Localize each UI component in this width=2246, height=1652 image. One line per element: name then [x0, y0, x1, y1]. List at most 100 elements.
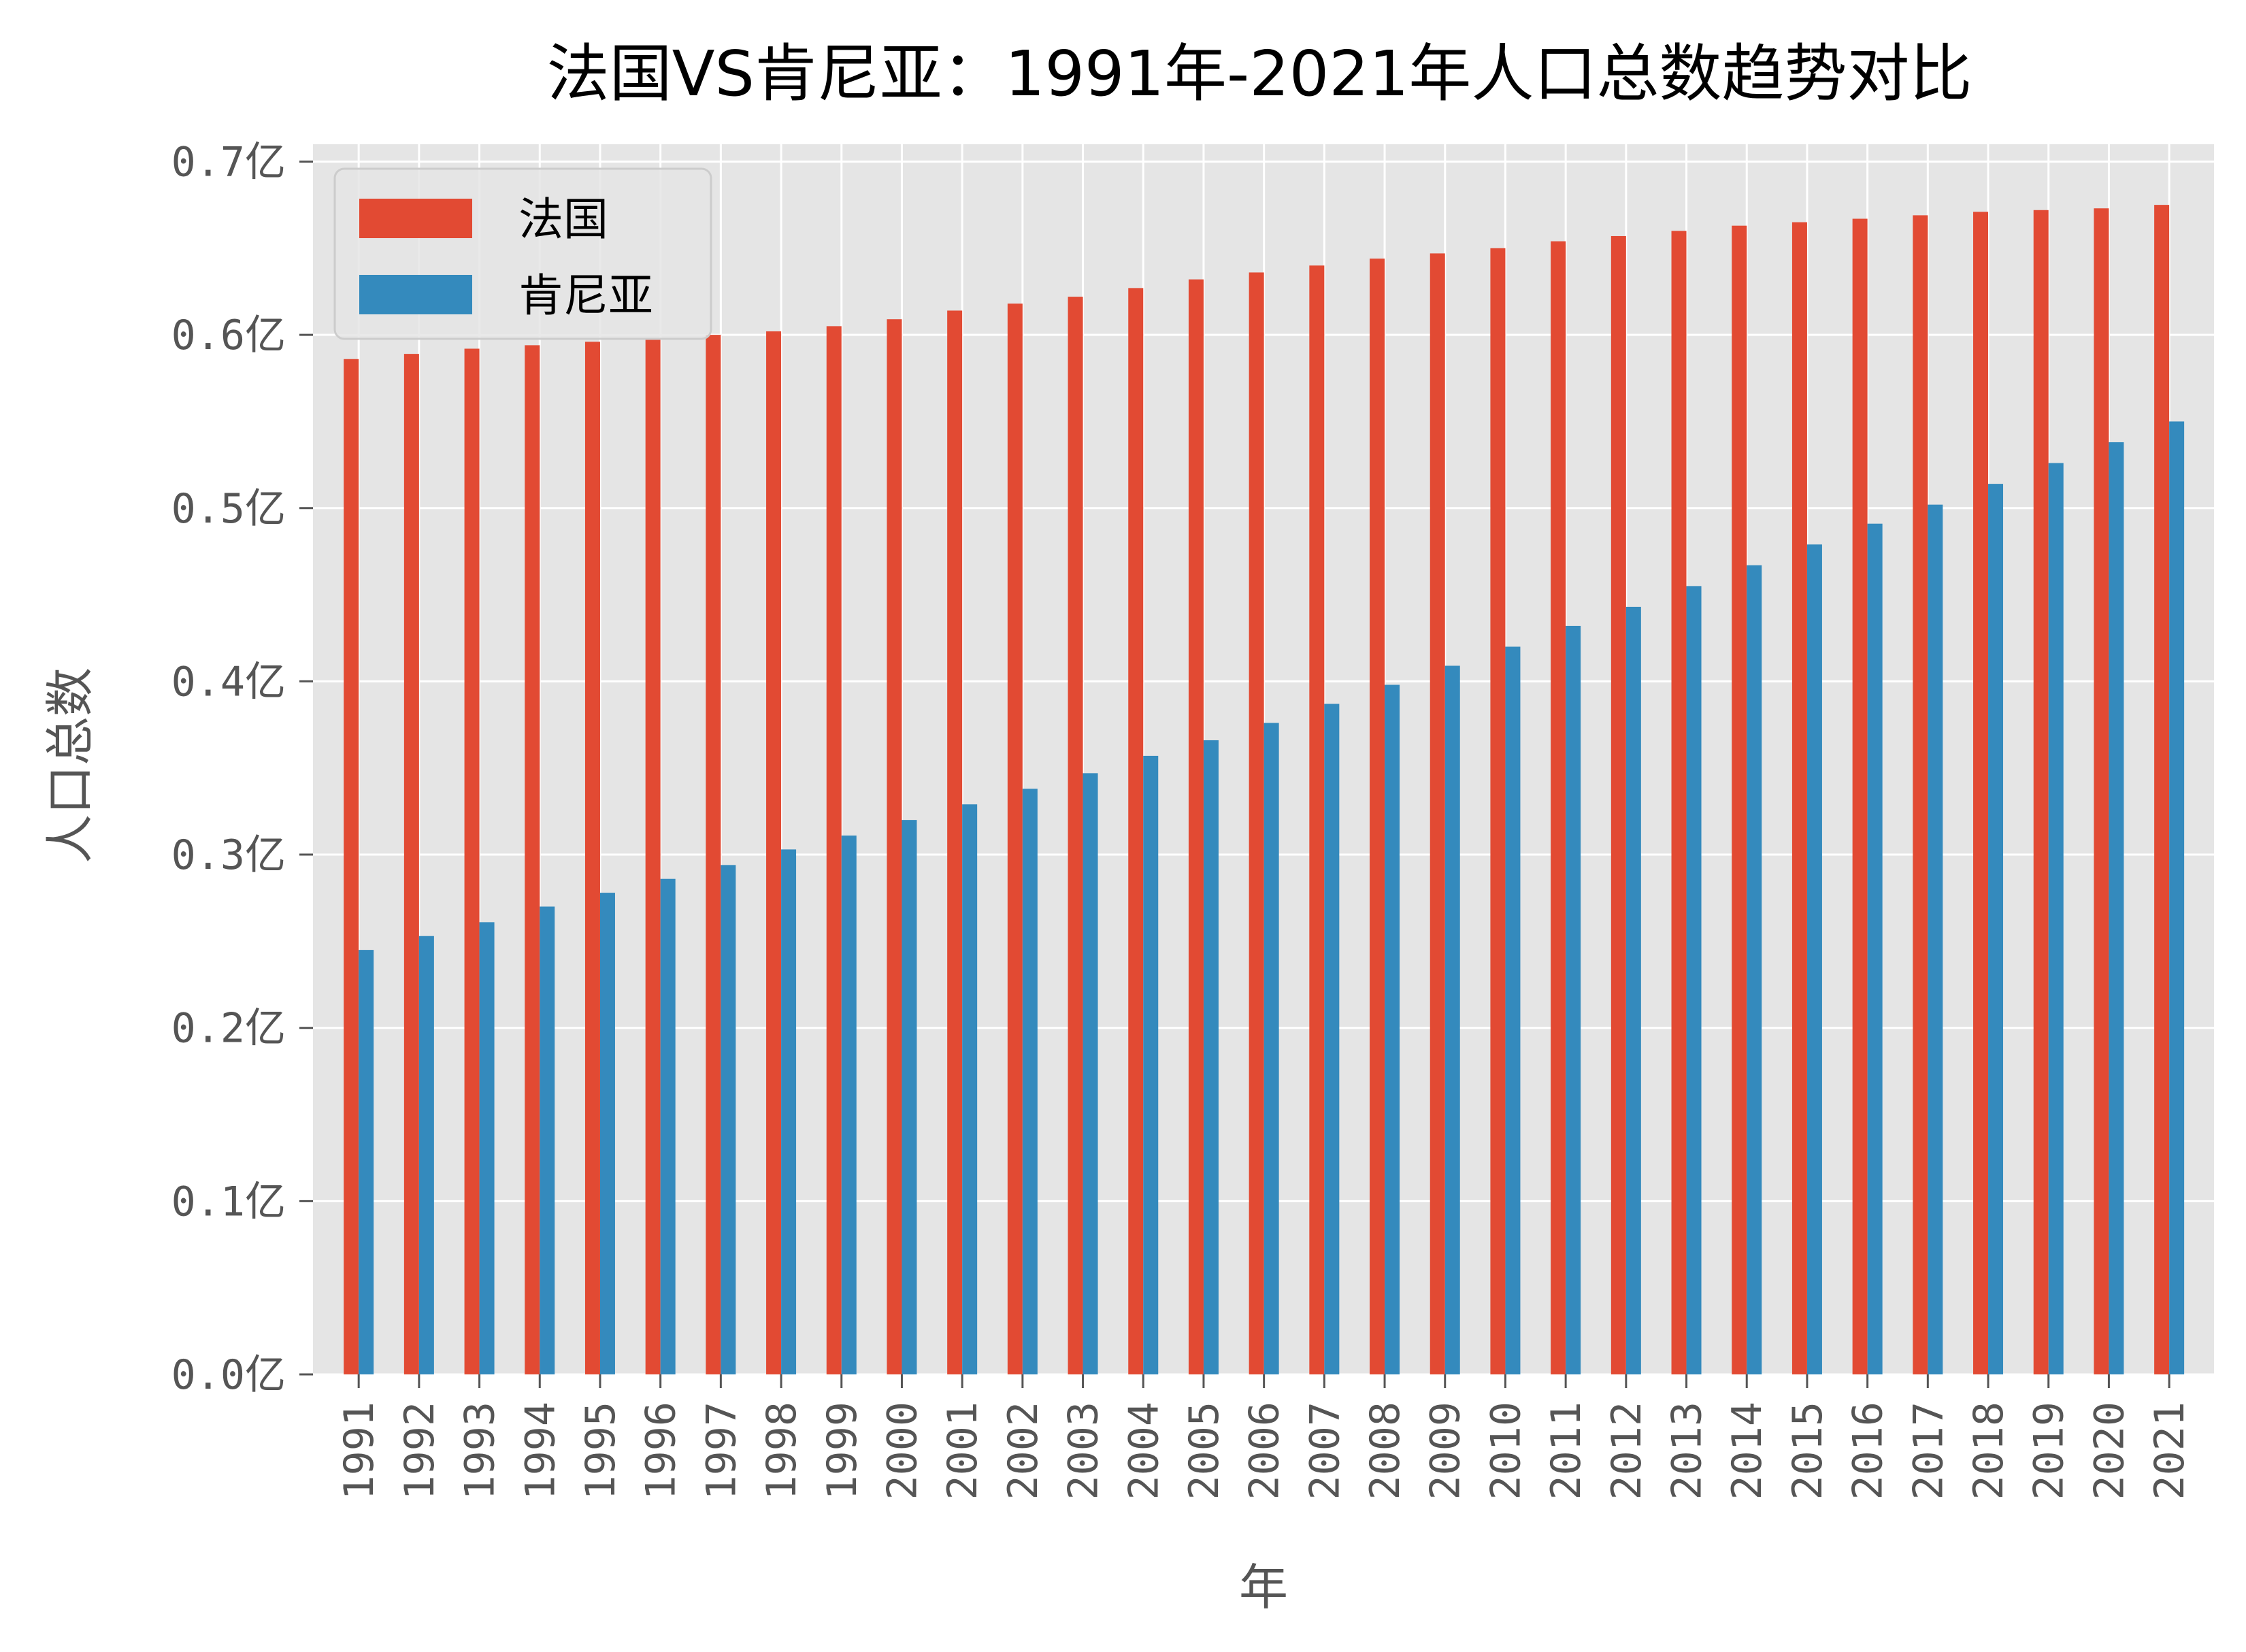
bar-kenya: [1928, 504, 1943, 1374]
x-tick-label: 1994: [516, 1402, 564, 1500]
bar-france: [1852, 218, 1868, 1375]
x-tick-label: 2005: [1180, 1402, 1228, 1500]
x-tick-label: 1999: [819, 1402, 866, 1500]
bars: [344, 205, 2185, 1375]
x-tick-label: 1996: [638, 1402, 685, 1500]
x-tick-label: 1995: [577, 1402, 625, 1500]
x-tick-label: 2016: [1845, 1402, 1892, 1500]
chart-title: 法国VS肯尼亚：1991年-2021年人口总数趋势对比: [547, 37, 1972, 110]
bar-france: [1370, 259, 1385, 1374]
bar-france: [1188, 279, 1204, 1374]
x-tick-label: 2004: [1120, 1402, 1168, 1500]
x-tick-label: 2006: [1241, 1402, 1289, 1500]
bar-france: [584, 342, 600, 1374]
bar-kenya: [2109, 442, 2124, 1374]
x-tick-label: 2002: [1000, 1402, 1047, 1500]
x-tick-label: 2011: [1542, 1402, 1590, 1500]
y-tick-label: 0.3亿: [171, 831, 286, 879]
bar-france: [344, 359, 359, 1374]
x-tick-label: 1998: [758, 1402, 806, 1500]
bar-france: [1913, 215, 1928, 1374]
y-tick-label: 0.1亿: [171, 1178, 286, 1225]
x-tick-label: 2003: [1060, 1402, 1108, 1500]
x-tick-label: 2000: [878, 1402, 926, 1500]
x-tick-label: 1997: [697, 1402, 745, 1500]
bar-kenya: [359, 950, 374, 1374]
x-tick-label: 2012: [1603, 1402, 1651, 1500]
x-tick-label: 1992: [396, 1402, 444, 1500]
bar-kenya: [1385, 684, 1400, 1374]
legend-label-france: 法国: [518, 193, 608, 246]
bar-kenya: [1747, 565, 1762, 1374]
bar-france: [1671, 231, 1687, 1374]
bar-france: [1430, 253, 1445, 1374]
legend-swatch-kenya: [359, 275, 472, 314]
bar-france: [1551, 241, 1566, 1375]
bar-france: [1249, 272, 1264, 1374]
bar-france: [947, 310, 963, 1375]
legend-swatch-france: [359, 199, 472, 238]
x-tick-label: 2008: [1361, 1402, 1409, 1500]
bar-kenya: [1505, 646, 1521, 1374]
bar-kenya: [2048, 463, 2064, 1374]
bar-kenya: [902, 820, 917, 1374]
x-tick-label: 2015: [1784, 1402, 1832, 1500]
x-tick-label: 2009: [1422, 1402, 1470, 1500]
x-tick-label: 2018: [1965, 1402, 2013, 1500]
bar-kenya: [1022, 789, 1038, 1374]
y-tick-label: 0.5亿: [171, 485, 286, 533]
bar-kenya: [1867, 523, 1883, 1374]
bar-france: [1490, 248, 1506, 1375]
x-tick-label: 2020: [2085, 1402, 2133, 1500]
bar-france: [1309, 265, 1325, 1374]
bar-kenya: [1566, 625, 1581, 1374]
bar-kenya: [962, 804, 978, 1374]
bar-france: [525, 345, 540, 1374]
bar-kenya: [418, 936, 434, 1374]
bar-kenya: [2169, 421, 2185, 1374]
y-tick-label: 0.6亿: [171, 312, 286, 359]
legend-label-kenya: 肯尼亚: [518, 269, 653, 322]
y-axis-label: 人口总数: [42, 667, 99, 863]
bar-france: [887, 319, 902, 1375]
legend: 法国 肯尼亚: [333, 167, 712, 340]
x-tick-label: 2001: [939, 1402, 987, 1500]
bar-france: [645, 338, 661, 1375]
bar-france: [1611, 235, 1626, 1374]
bar-kenya: [1324, 704, 1340, 1374]
x-tick-label: 2013: [1664, 1402, 1711, 1500]
bar-kenya: [1625, 606, 1641, 1374]
bar-kenya: [599, 893, 615, 1374]
x-tick-label: 2019: [2026, 1402, 2073, 1500]
x-axis-label: 年: [1239, 1559, 1288, 1616]
y-tick-label: 0.7亿: [171, 138, 286, 186]
bar-france: [1128, 288, 1144, 1374]
bar-kenya: [721, 865, 736, 1374]
bar-france: [403, 354, 419, 1374]
bar-france: [1007, 303, 1023, 1374]
bar-france: [1973, 212, 1989, 1374]
x-tick-label: 2021: [2146, 1402, 2194, 1500]
bar-kenya: [1203, 740, 1219, 1374]
bar-france: [2154, 205, 2170, 1375]
bar-france: [1732, 225, 1747, 1374]
y-axis: 0.0亿 0.1亿 0.2亿 0.3亿 0.4亿 0.5亿 0.6亿 0.7亿: [171, 138, 313, 1399]
bar-kenya: [1988, 484, 2004, 1374]
bar-france: [2094, 208, 2109, 1374]
x-tick-label: 1991: [335, 1402, 383, 1500]
bar-kenya: [479, 922, 495, 1374]
bar-kenya: [660, 878, 676, 1374]
x-tick-label: 2017: [1904, 1402, 1952, 1500]
bar-france: [1791, 222, 1807, 1374]
bar-france: [706, 335, 721, 1374]
x-tick-label: 2007: [1301, 1402, 1349, 1500]
y-tick-label: 0.0亿: [171, 1351, 286, 1399]
bar-kenya: [1444, 665, 1460, 1374]
bar-france: [1068, 297, 1083, 1375]
bar-kenya: [1806, 544, 1822, 1375]
bar-kenya: [540, 906, 555, 1374]
y-tick-label: 0.2亿: [171, 1005, 286, 1053]
bar-france: [766, 331, 782, 1374]
